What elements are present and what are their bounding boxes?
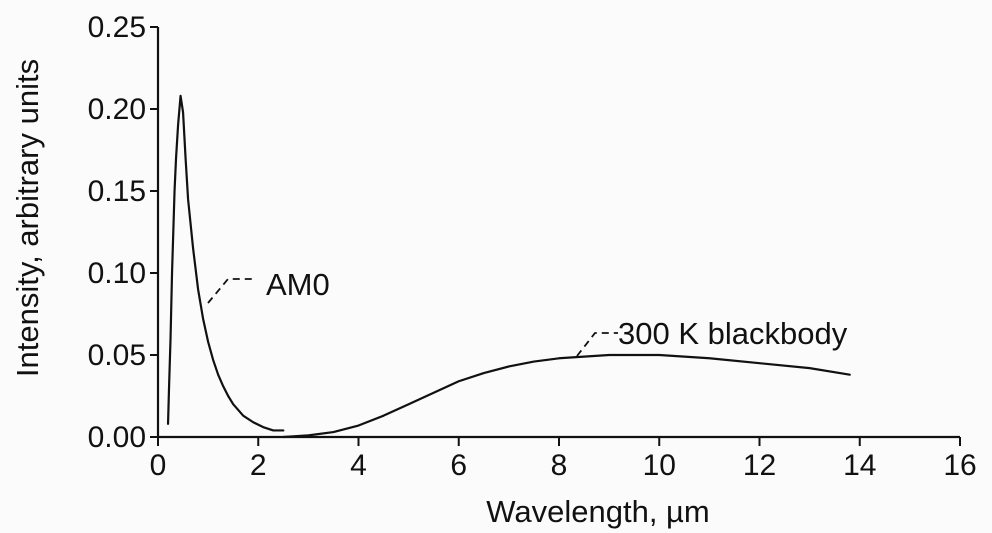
annotation-label-0: AM0: [266, 267, 330, 302]
annotation-label-1: 300 K blackbody: [618, 316, 848, 351]
y-tick-label: 0.05: [88, 339, 146, 372]
y-tick-label: 0.25: [88, 11, 146, 44]
series-line-am0: [166, 94, 285, 432]
y-tick-label: 0.10: [88, 257, 146, 290]
x-tick-label: 12: [743, 449, 776, 482]
annotation-leader-1: [576, 332, 618, 357]
x-axis-title: Wavelength, µm: [486, 494, 709, 529]
x-tick-label: 0: [150, 449, 167, 482]
x-tick-label: 16: [943, 449, 976, 482]
y-tick-label: 0.00: [88, 421, 146, 454]
x-tick-label: 6: [450, 449, 467, 482]
y-tick-label: 0.15: [88, 175, 146, 208]
plot-layer: 0 2 4 6 8 10 12 14 16 0.00 0.05 0.10 0.15 0.20 0.25 AM0…: [88, 11, 977, 482]
series-line-300-k-blackbody: [282, 353, 851, 439]
x-tick-label: 2: [250, 449, 267, 482]
x-tick-label: 14: [843, 449, 876, 482]
x-tick-label: 10: [643, 449, 676, 482]
x-tick-label: 4: [350, 449, 367, 482]
y-axis-title: Intensity, arbitrary units: [10, 59, 45, 377]
y-tick-label: 0.20: [88, 93, 146, 126]
annotation-leader-0: [207, 278, 256, 304]
x-tick-label: 8: [551, 449, 568, 482]
